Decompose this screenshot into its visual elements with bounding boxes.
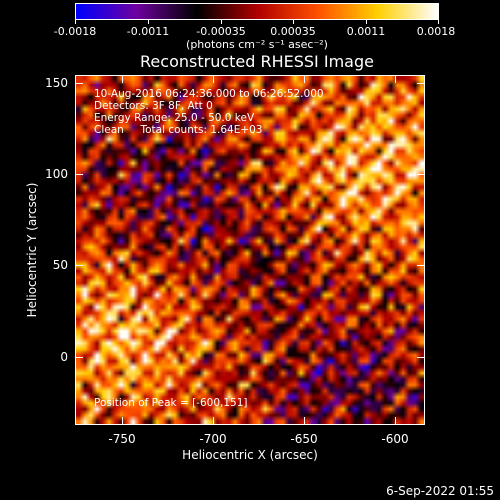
x-tick-label: -700 — [199, 432, 227, 446]
y-tick — [75, 174, 83, 175]
chart-title: Reconstructed RHESSI Image — [140, 52, 374, 71]
y-tick — [417, 83, 425, 84]
y-tick-label: 150 — [45, 76, 68, 90]
y-tick — [75, 265, 83, 266]
colorbar — [75, 3, 439, 20]
detectors-annotation: Detectors: 3F 8F, Att 0 — [94, 100, 213, 112]
x-tick — [304, 417, 305, 425]
colorbar-tick-label: -0.0018 — [53, 25, 97, 38]
energy-range-annotation: Energy Range: 25.0 - 50.0 keV — [94, 112, 255, 124]
plot-area — [75, 75, 425, 425]
y-tick-label: 50 — [52, 258, 68, 272]
colorbar-unit-label: (photons cm⁻² s⁻¹ asec⁻²) — [186, 38, 328, 51]
colorbar-tick-label: -0.0011 — [126, 25, 170, 38]
colorbar-tick — [366, 20, 367, 24]
y-tick — [75, 357, 83, 358]
heatmap-image — [76, 76, 424, 424]
colorbar-gradient — [76, 4, 438, 19]
x-axis-label: Heliocentric X (arcsec) — [182, 448, 318, 462]
x-tick — [304, 75, 305, 83]
datestamp: 6-Sep-2022 01:55 — [386, 484, 494, 498]
y-tick-label: 100 — [45, 167, 68, 181]
y-axis-label: Heliocentric Y (arcsec) — [25, 182, 39, 318]
colorbar-tick — [221, 20, 222, 24]
colorbar-tick — [75, 20, 76, 24]
x-tick — [122, 417, 123, 425]
time-range-annotation: 10-Aug-2016 06:24:36.000 to 06:26:52.000 — [94, 88, 324, 100]
colorbar-tick-label: 0.0011 — [346, 25, 386, 38]
x-tick — [122, 75, 123, 83]
y-tick — [417, 174, 425, 175]
clean-counts-annotation: Clean Total counts: 1.64E+03 — [94, 124, 263, 136]
x-tick — [395, 417, 396, 425]
colorbar-tick — [148, 20, 149, 24]
x-tick-label: -750 — [108, 432, 136, 446]
y-tick — [417, 265, 425, 266]
x-tick-label: -650 — [290, 432, 318, 446]
colorbar-tick-label: 0.00035 — [270, 25, 316, 38]
x-tick — [395, 75, 396, 83]
y-tick — [75, 83, 83, 84]
y-tick — [417, 357, 425, 358]
y-tick-label: 0 — [60, 350, 68, 364]
x-tick — [213, 417, 214, 425]
x-tick-label: -600 — [381, 432, 409, 446]
peak-position-annotation: Position of Peak = [-600,151] — [94, 397, 248, 409]
colorbar-tick — [293, 20, 294, 24]
x-tick — [213, 75, 214, 83]
colorbar-tick-label: -0.00035 — [196, 25, 246, 38]
colorbar-tick-label: 0.0018 — [416, 25, 456, 38]
colorbar-tick — [438, 20, 439, 24]
